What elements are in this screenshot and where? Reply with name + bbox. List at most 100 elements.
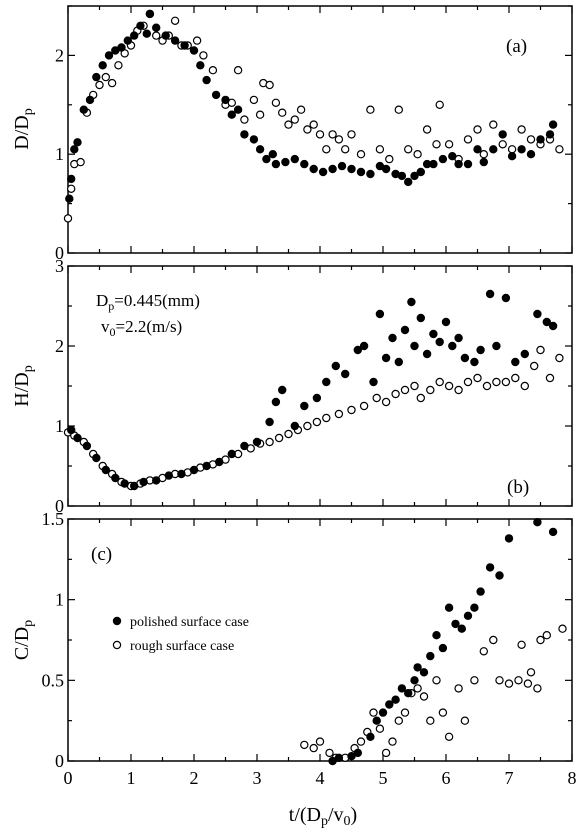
rough-data-point xyxy=(455,386,462,393)
polished-data-point xyxy=(487,290,494,297)
polished-data-point xyxy=(203,77,210,84)
polished-data-point xyxy=(534,310,541,317)
polished-data-point xyxy=(487,564,494,571)
rough-data-point xyxy=(401,709,408,716)
rough-data-point xyxy=(424,126,431,133)
polished-data-point xyxy=(146,10,153,17)
polished-data-point xyxy=(197,62,204,69)
polished-data-point xyxy=(455,334,462,341)
polished-data-point xyxy=(405,690,412,697)
rough-data-point xyxy=(172,17,179,24)
polished-data-point xyxy=(181,42,188,49)
rough-data-point xyxy=(446,382,453,389)
polished-data-point xyxy=(477,346,484,353)
polished-data-point xyxy=(121,480,128,487)
polished-data-point xyxy=(471,604,478,611)
legend: polished surface case rough surface case xyxy=(113,615,249,654)
polished-data-point xyxy=(235,106,242,113)
rough-data-point xyxy=(392,390,399,397)
rough-data-point xyxy=(250,96,257,103)
polished-data-point xyxy=(427,653,434,660)
rough-data-point xyxy=(439,709,446,716)
polished-data-point xyxy=(112,474,119,481)
rough-data-point xyxy=(304,422,311,429)
polished-data-point xyxy=(398,172,405,179)
polished-data-point xyxy=(537,136,544,143)
rough-data-point xyxy=(512,374,519,381)
polished-data-point xyxy=(86,96,93,103)
rough-data-point xyxy=(389,738,396,745)
polished-data-point xyxy=(508,153,515,160)
polished-data-point xyxy=(405,178,412,185)
polished-data-point xyxy=(241,442,248,449)
x-tick-label: 2 xyxy=(190,768,199,788)
rough-data-point xyxy=(323,146,330,153)
rough-data-point xyxy=(417,394,424,401)
polished-data-point xyxy=(461,354,468,361)
polished-data-point xyxy=(131,32,138,39)
polished-data-point xyxy=(203,462,210,469)
polished-data-point xyxy=(480,159,487,166)
polished-data-point xyxy=(216,458,223,465)
polished-data-point xyxy=(272,161,279,168)
rough-data-point xyxy=(464,378,471,385)
x-tick-label: 0 xyxy=(64,768,73,788)
polished-data-point xyxy=(153,24,160,31)
polished-data-point xyxy=(474,146,481,153)
polished-data-point xyxy=(190,47,197,54)
polished-data-point xyxy=(329,165,336,172)
rough-data-point xyxy=(461,717,468,724)
rough-data-point xyxy=(115,62,122,69)
polished-data-point xyxy=(332,362,339,369)
polished-data-point xyxy=(153,477,160,484)
polished-data-point xyxy=(357,168,364,175)
polished-data-point xyxy=(66,195,73,202)
rough-data-point xyxy=(209,67,216,74)
rough-data-point xyxy=(310,121,317,128)
polished-data-point xyxy=(74,434,81,441)
rough-data-point xyxy=(298,106,305,113)
polished-data-point xyxy=(499,131,506,138)
polished-data-point xyxy=(320,168,327,175)
legend-open-label: rough surface case xyxy=(130,639,234,654)
polished-data-point xyxy=(389,334,396,341)
polished-data-point xyxy=(338,163,345,170)
polished-data-point xyxy=(505,535,512,542)
polished-data-point xyxy=(373,717,380,724)
rough-data-point xyxy=(395,717,402,724)
polished-data-point xyxy=(452,620,459,627)
rough-data-point xyxy=(502,378,509,385)
y-tick-label: 1 xyxy=(55,416,64,436)
rough-data-point xyxy=(102,74,109,81)
y-axis-label: H/Dp​ xyxy=(11,365,36,406)
rough-data-point xyxy=(414,685,421,692)
polished-data-point xyxy=(102,466,109,473)
polished-data-point xyxy=(464,612,471,619)
rough-data-point xyxy=(326,749,333,756)
polished-data-point xyxy=(228,111,235,118)
rough-data-point xyxy=(64,215,71,222)
polished-data-point xyxy=(269,151,276,158)
x-tick-label: 8 xyxy=(568,768,577,788)
polished-data-point xyxy=(449,342,456,349)
x-axis-label: t/(Dp​/v0​) xyxy=(289,804,357,829)
rough-data-point xyxy=(496,677,503,684)
polished-data-point xyxy=(266,418,273,425)
polished-data-point xyxy=(172,37,179,44)
rough-data-point xyxy=(383,749,390,756)
polished-data-point xyxy=(471,358,478,365)
rough-data-point xyxy=(524,680,531,687)
polished-data-point xyxy=(477,588,484,595)
y-tick-label: 1.5 xyxy=(42,509,65,529)
rough-data-point xyxy=(376,725,383,732)
rough-data-point xyxy=(483,382,490,389)
rough-data-point xyxy=(329,131,336,138)
polished-data-point xyxy=(518,146,525,153)
rough-data-point xyxy=(361,402,368,409)
rough-data-point xyxy=(370,709,377,716)
rough-data-point xyxy=(490,121,497,128)
rough-data-point xyxy=(505,680,512,687)
rough-data-point xyxy=(414,151,421,158)
rough-data-point xyxy=(285,430,292,437)
rough-data-point xyxy=(499,141,506,148)
